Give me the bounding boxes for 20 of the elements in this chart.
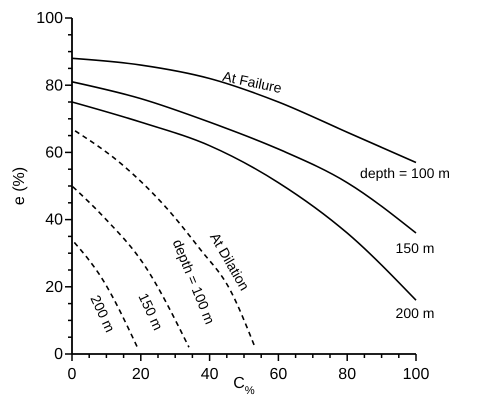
y-tick-label: 100 <box>36 10 64 28</box>
y-tick-label: 60 <box>45 144 64 162</box>
y-axis-title: e (%) <box>11 166 28 206</box>
annotation: depth = 100 m <box>360 164 450 181</box>
y-tick-label: 80 <box>45 77 64 94</box>
x-tick-label: 60 <box>270 366 288 383</box>
annotation: 200 m <box>88 292 119 334</box>
x-tick-label: 100 <box>402 366 430 383</box>
annotation: At Failure <box>221 68 284 96</box>
x-tick-label: 20 <box>132 366 150 383</box>
x-tick-label: 80 <box>338 366 356 383</box>
annotation: 200 m <box>396 304 434 321</box>
x-tick-label: 0 <box>68 366 77 383</box>
y-tick-label: 20 <box>45 278 64 296</box>
annotation: 150 m <box>136 290 167 332</box>
x-tick-label: 40 <box>200 366 219 383</box>
annotation: 150 m <box>396 240 434 256</box>
x-axis-title: C$_{%}$ <box>233 375 255 397</box>
y-tick-label: 40 <box>45 212 64 229</box>
y-tick-label: 0 <box>54 346 64 364</box>
